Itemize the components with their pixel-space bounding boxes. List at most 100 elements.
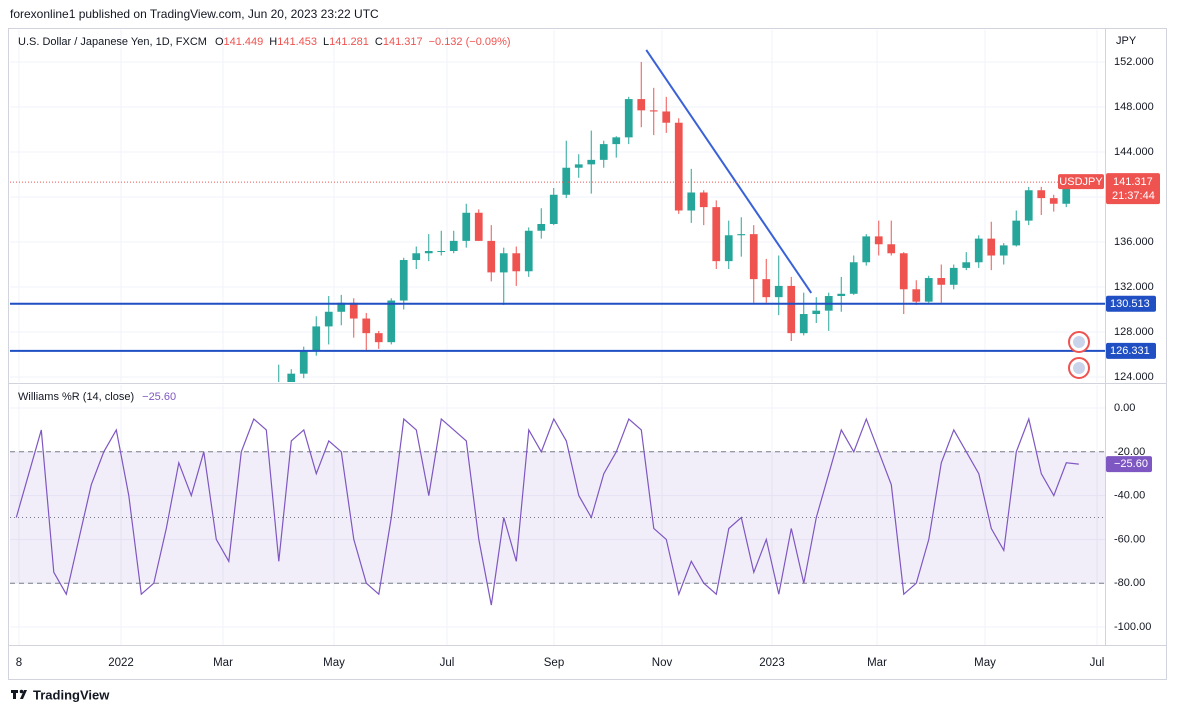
symbol-tag	[1058, 174, 1104, 190]
candle-body	[924, 278, 933, 302]
brand: TradingView	[33, 688, 110, 703]
candle-body	[1049, 198, 1058, 204]
y-tick-label: 0.00	[1114, 402, 1135, 414]
price-tag-label: 126.331	[1110, 345, 1150, 357]
x-tick-label: Sep	[544, 657, 564, 669]
price-tag	[1106, 173, 1160, 205]
value-tag	[1106, 456, 1152, 473]
y-tick-label: 128.000	[1114, 326, 1154, 338]
candle-body	[974, 238, 983, 263]
candle-body	[437, 251, 446, 253]
y-tick-label: 124.000	[1114, 371, 1154, 383]
y-tick-label: 136.000	[1114, 236, 1154, 248]
candle-body	[537, 224, 546, 231]
candle-body	[612, 137, 621, 145]
candle-body	[912, 289, 921, 302]
candle-body	[812, 310, 821, 315]
candle-body	[899, 253, 908, 290]
candle-body	[662, 111, 671, 123]
y-tick-label: -80.00	[1114, 577, 1145, 589]
x-tick-label: Jul	[1090, 657, 1105, 669]
pane	[10, 49, 1105, 382]
indicator-value: −25.60	[142, 391, 176, 403]
y-tick-label: 148.000	[1114, 101, 1154, 113]
legend-key: O	[215, 36, 224, 48]
candle-body	[1037, 190, 1046, 199]
candle-body	[937, 278, 946, 285]
candle-body	[487, 240, 496, 273]
candle-body	[762, 279, 771, 298]
candle-body	[724, 235, 733, 262]
axis-label: JPY	[1116, 35, 1137, 47]
legend-value: 141.281	[329, 36, 369, 48]
candle-body	[424, 251, 433, 254]
trendline	[645, 49, 813, 294]
y-tick-label: -100.00	[1114, 621, 1151, 633]
legend: U.S. Dollar / Japanese Yen, 1D, FXCM O 141…	[18, 36, 511, 48]
candle-body	[949, 267, 958, 285]
x-tick-label: Mar	[213, 657, 233, 669]
legend-key: H	[269, 36, 277, 48]
candle-body	[837, 293, 846, 297]
x-tick-label: 2023	[759, 657, 785, 669]
price-tag	[1106, 342, 1156, 359]
candle-body	[987, 238, 996, 256]
candle-body	[574, 164, 583, 168]
brand-logo	[11, 689, 27, 699]
candle-body	[1012, 220, 1021, 246]
x-tick-label: May	[974, 657, 996, 669]
symbol-tag-label: USDJPY	[1059, 176, 1103, 188]
candle-body	[1024, 190, 1033, 221]
value-tag-label: −25.60	[1114, 458, 1148, 470]
candle-body	[699, 192, 708, 208]
candle-body	[862, 236, 871, 263]
candle-body	[599, 144, 608, 160]
pane	[10, 416, 1105, 606]
candle-body	[737, 234, 746, 236]
candle-body	[674, 122, 683, 211]
candle-body	[1062, 176, 1071, 204]
candle-body	[412, 253, 421, 261]
x-tick-label: Jul	[440, 657, 455, 669]
price-tag-label: 141.317	[1113, 176, 1153, 188]
candle-body	[874, 236, 883, 245]
candle-body	[337, 302, 346, 312]
candle-body	[299, 350, 308, 374]
candle-body	[774, 285, 783, 298]
legend-symbol: U.S. Dollar / Japanese Yen, 1D, FXCM	[18, 36, 207, 48]
x-tick-label: Mar	[867, 657, 887, 669]
williams-line	[15, 416, 1079, 606]
y-tick-label: -40.00	[1114, 490, 1145, 502]
marks	[10, 49, 1105, 606]
x-tick-label: May	[323, 657, 345, 669]
flag-icon	[1068, 331, 1090, 379]
candle-body	[624, 99, 633, 138]
candle-body	[587, 159, 596, 165]
candle-body	[962, 262, 971, 268]
legend-key: L	[323, 36, 329, 48]
candle-body	[687, 192, 696, 211]
candle-body	[362, 318, 371, 334]
candle-body	[562, 167, 571, 195]
frame	[8, 28, 1167, 680]
y-tick-label: 144.000	[1114, 146, 1154, 158]
candle-body	[399, 260, 408, 301]
y-tick-label: 152.000	[1114, 56, 1154, 68]
candle-body	[524, 230, 533, 272]
y-tick-label: -20.00	[1114, 446, 1145, 458]
x-tick-label: 2022	[108, 657, 134, 669]
legend-change: −0.132 (−0.09%)	[429, 36, 511, 48]
legend-key: C	[375, 36, 383, 48]
candle-body	[374, 333, 383, 343]
candle-body	[799, 314, 808, 334]
candle-body	[849, 262, 858, 294]
candle-body	[637, 99, 646, 111]
countdown: 21:37:44	[1112, 190, 1155, 202]
candle-body	[462, 212, 471, 241]
y-tick-label: -60.00	[1114, 533, 1145, 545]
price-tag	[1106, 295, 1156, 312]
candle-body	[312, 326, 321, 351]
x-tick-label: Nov	[652, 657, 673, 669]
